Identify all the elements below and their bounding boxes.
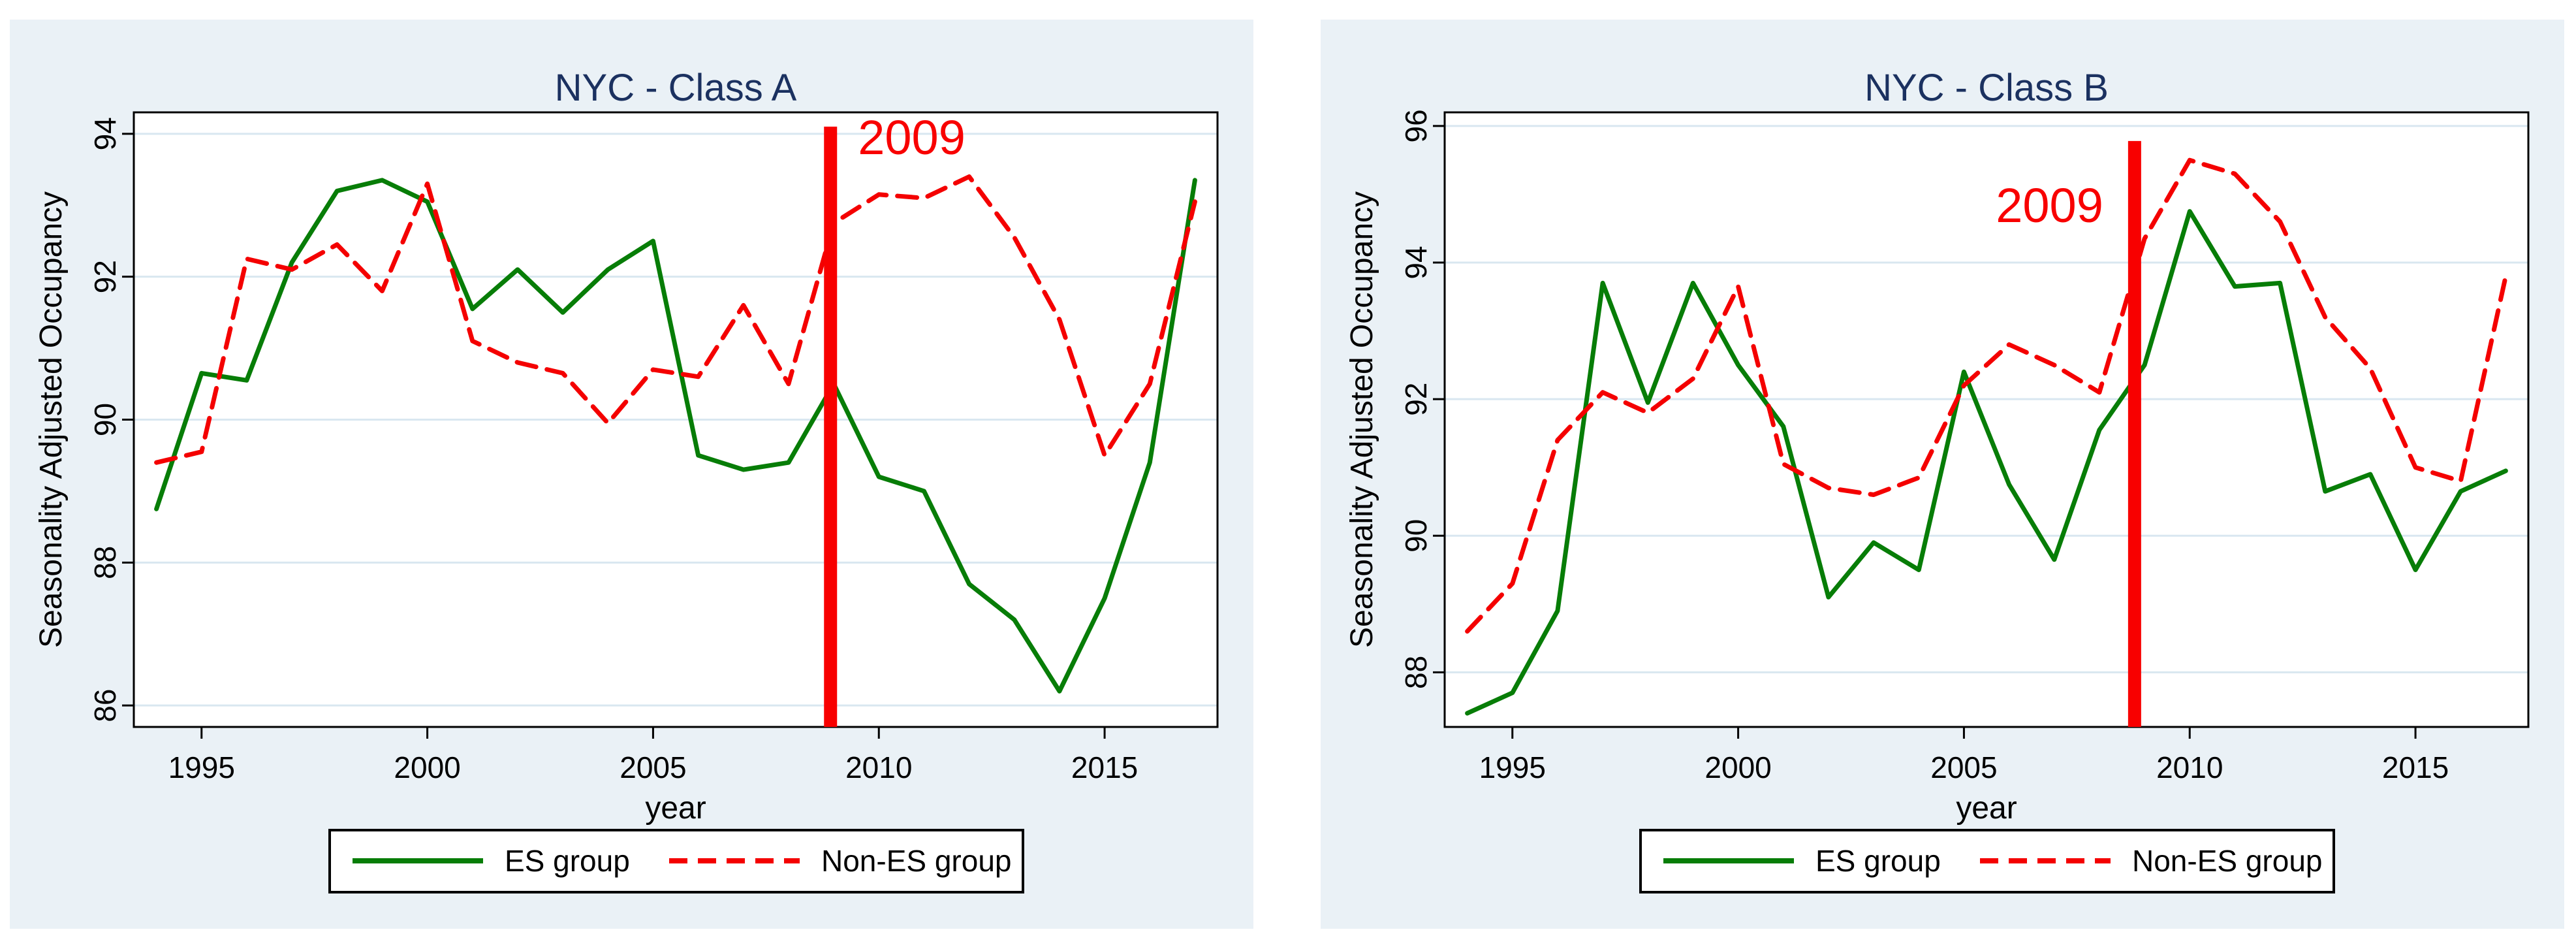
y-tick-label: 88 xyxy=(88,546,122,579)
x-tick-label: 2015 xyxy=(1071,750,1138,784)
x-tick-label: 2015 xyxy=(2382,750,2449,784)
y-axis-label: Seasonality Adjusted Occupancy xyxy=(1345,191,1379,648)
legend-es-label: ES group xyxy=(1815,844,1941,878)
x-tick-label: 1995 xyxy=(168,750,235,784)
x-tick-label: 1995 xyxy=(1479,750,1546,784)
non-es-group-line xyxy=(154,174,1197,465)
y-tick-label: 86 xyxy=(88,689,122,722)
y-tick-label: 92 xyxy=(88,260,122,293)
y-tick-label: 94 xyxy=(88,117,122,150)
panel-class-a: 86 88 90 92 94 1995 2000 2005 2010 2015 2009 NYC - … xyxy=(10,20,1253,929)
y-tick-label: 92 xyxy=(1399,383,1433,416)
y-tick-label: 88 xyxy=(1399,656,1433,689)
y-axis-label: Seasonality Adjusted Occupancy xyxy=(34,191,69,648)
legend-non-es-label: Non-ES group xyxy=(821,844,1012,878)
legend: ES group Non-ES group xyxy=(328,829,1024,893)
legend: ES group Non-ES group xyxy=(1639,829,2335,893)
es-group-line xyxy=(1465,209,2508,716)
y-tick-label: 90 xyxy=(1399,519,1433,553)
legend-es-label: ES group xyxy=(505,844,630,878)
x-tick-label: 2000 xyxy=(1704,750,1771,784)
plot-area xyxy=(1445,112,2528,727)
chart-title: NYC - Class A xyxy=(555,67,797,109)
y-tick-label: 94 xyxy=(1399,246,1433,279)
x-tick-label: 2010 xyxy=(2156,750,2223,784)
event-vline-label: 2009 xyxy=(1996,178,2103,233)
x-tick-label: 2010 xyxy=(845,750,912,784)
panel-class-b: 88 90 92 94 96 1995 2000 2005 2010 2015 2009 NYC - … xyxy=(1321,20,2564,929)
plot-border xyxy=(1443,111,2530,728)
legend-non-es-label: Non-ES group xyxy=(2132,844,2323,878)
chart-svg-class-b: 88 90 92 94 96 1995 2000 2005 2010 2015 2009 NYC - … xyxy=(1345,67,2530,893)
x-tick-label: 2005 xyxy=(1930,750,1997,784)
y-tick-label: 96 xyxy=(1399,109,1433,142)
y-tick-label: 90 xyxy=(88,403,122,436)
non-es-group-line xyxy=(1465,157,2508,634)
es-group-line xyxy=(154,178,1197,694)
event-vline-label: 2009 xyxy=(858,110,966,165)
x-tick-label: 2005 xyxy=(620,750,686,784)
chart-svg-class-a: 86 88 90 92 94 1995 2000 2005 2010 2015 2009 NYC - … xyxy=(34,67,1219,893)
x-axis-label: year xyxy=(1956,791,2017,826)
chart-title: NYC - Class B xyxy=(1864,67,2109,109)
x-axis-label: year xyxy=(645,791,706,826)
x-tick-label: 2000 xyxy=(394,750,460,784)
